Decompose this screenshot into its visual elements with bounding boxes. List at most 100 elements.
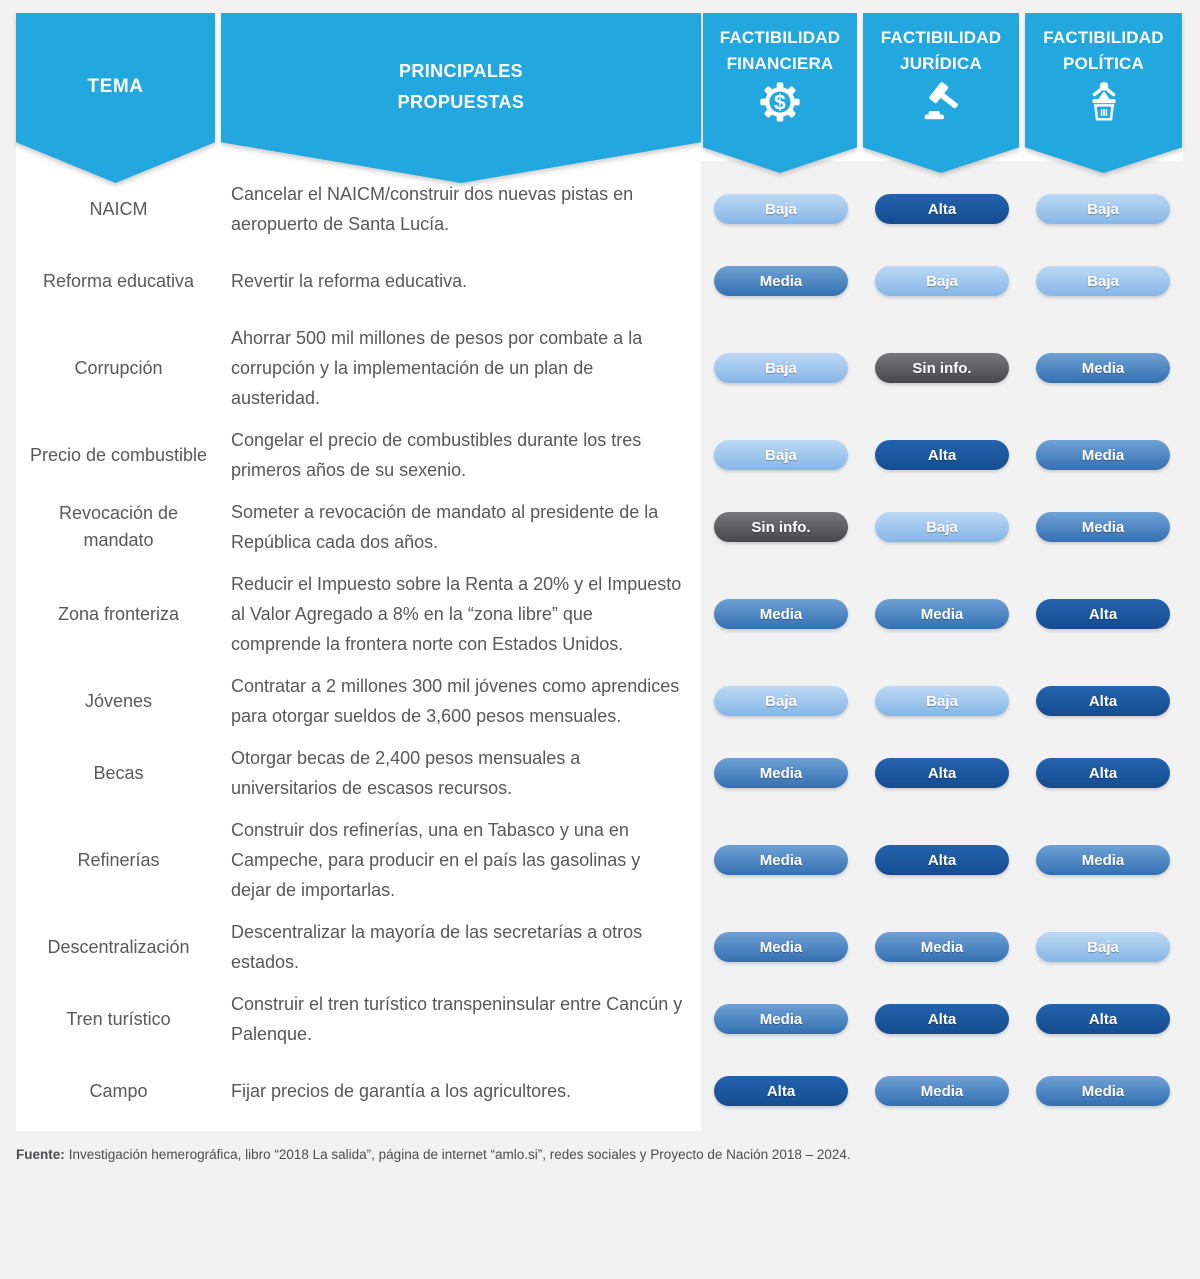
factibilidad-financiera-badge: Media — [714, 845, 848, 875]
tema-label: Campo — [89, 1080, 148, 1101]
tema-label: Revocación de mandato — [58, 503, 179, 550]
politica-cell: Alta — [1023, 1004, 1183, 1034]
propuesta-text: Contratar a 2 millones 300 mil jóvenes c… — [231, 676, 680, 726]
factibilidad-juridica-badge: Baja — [875, 266, 1009, 296]
financiera-cell: Media — [701, 599, 861, 629]
propuesta-text: Construir dos refinerías, una en Tabasco… — [231, 820, 641, 900]
table-body: NAICM Cancelar el NAICM/construir dos nu… — [16, 161, 1183, 1131]
table-row: Jóvenes Contratar a 2 millones 300 mil j… — [16, 665, 1183, 737]
table-row: Descentralización Descentralizar la mayo… — [16, 911, 1183, 983]
table-row: Becas Otorgar becas de 2,400 pesos mensu… — [16, 737, 1183, 809]
factibilidad-juridica-line2: JURÍDICA — [900, 54, 982, 73]
juridica-cell: Alta — [861, 758, 1023, 788]
tema-label: Zona fronteriza — [57, 603, 180, 624]
tema-label: Corrupción — [74, 357, 163, 378]
factibilidad-financiera-line2: FINANCIERA — [726, 54, 834, 73]
financiera-cell: Media — [701, 932, 861, 962]
table-row: Zona fronteriza Reducir el Impuesto sobr… — [16, 563, 1183, 665]
tema-label: Refinerías — [77, 849, 160, 870]
juridica-cell: Baja — [861, 686, 1023, 716]
factibilidad-financiera-badge: Baja — [714, 194, 848, 224]
propuesta-text: Descentralizar la mayoría de las secreta… — [231, 922, 643, 972]
politica-cell: Baja — [1023, 266, 1183, 296]
juridica-cell: Media — [861, 932, 1023, 962]
factibilidad-juridica-badge: Baja — [875, 686, 1009, 716]
financiera-cell: Baja — [701, 353, 861, 383]
table-row: Corrupción Ahorrar 500 mil millones de p… — [16, 317, 1183, 419]
politica-cell: Media — [1023, 1076, 1183, 1106]
politica-cell: Media — [1023, 440, 1183, 470]
propuesta-text: Reducir el Impuesto sobre la Renta a 20%… — [231, 574, 682, 654]
proposals-table: TEMA PRINCIPALES PROPUESTAS FACTIBILIDAD… — [16, 13, 1183, 1131]
factibilidad-juridica-line1: FACTIBILIDAD — [880, 28, 1002, 47]
tema-label: Precio de combustible — [29, 444, 208, 465]
tema-label: Jóvenes — [84, 690, 153, 711]
propuesta-text: Congelar el precio de combustibles duran… — [231, 430, 642, 480]
juridica-cell: Media — [861, 1076, 1023, 1106]
financiera-cell: Media — [701, 266, 861, 296]
factibilidad-politica-badge: Baja — [1036, 266, 1170, 296]
table-row: Tren turístico Construir el tren turísti… — [16, 983, 1183, 1055]
factibilidad-financiera-badge: Media — [714, 599, 848, 629]
table-row: Campo Fijar precios de garantía a los ag… — [16, 1055, 1183, 1127]
source-label: Fuente: — [16, 1147, 65, 1162]
financiera-cell: Sin info. — [701, 512, 861, 542]
tema-header-label: TEMA — [87, 76, 144, 97]
factibilidad-politica-badge: Media — [1036, 440, 1170, 470]
factibilidad-financiera-badge: Baja — [714, 440, 848, 470]
politica-cell: Alta — [1023, 686, 1183, 716]
politica-cell: Baja — [1023, 194, 1183, 224]
table-header: TEMA PRINCIPALES PROPUESTAS FACTIBILIDAD… — [16, 13, 1183, 183]
factibilidad-financiera-badge: Alta — [714, 1076, 848, 1106]
factibilidad-politica-badge: Media — [1036, 353, 1170, 383]
money-gear-icon: $ — [757, 79, 803, 133]
factibilidad-politica-line1: FACTIBILIDAD — [1043, 28, 1164, 47]
juridica-cell: Alta — [861, 440, 1023, 470]
politica-cell: Baja — [1023, 932, 1183, 962]
juridica-cell: Sin info. — [861, 353, 1023, 383]
factibilidad-politica-badge: Alta — [1036, 599, 1170, 629]
factibilidad-juridica-badge: Alta — [875, 440, 1009, 470]
factibilidad-politica-badge: Alta — [1036, 1004, 1170, 1034]
factibilidad-politica-line2: POLÍTICA — [1063, 54, 1144, 73]
financiera-cell: Media — [701, 845, 861, 875]
propuesta-text: Cancelar el NAICM/construir dos nuevas p… — [231, 184, 634, 234]
propuesta-text: Fijar precios de garantía a los agricult… — [231, 1081, 572, 1101]
table-row: Refinerías Construir dos refinerías, una… — [16, 809, 1183, 911]
factibilidad-politica-badge: Alta — [1036, 758, 1170, 788]
politica-cell: Media — [1023, 512, 1183, 542]
juridica-cell: Baja — [861, 266, 1023, 296]
propuesta-text: Otorgar becas de 2,400 pesos mensuales a… — [231, 748, 581, 798]
factibilidad-politica-badge: Media — [1036, 512, 1170, 542]
tema-label: Becas — [93, 762, 144, 783]
svg-text:$: $ — [774, 92, 786, 115]
financiera-cell: Media — [701, 1004, 861, 1034]
factibilidad-juridica-badge: Sin info. — [875, 353, 1009, 383]
factibilidad-juridica-badge: Alta — [875, 845, 1009, 875]
table-row: NAICM Cancelar el NAICM/construir dos nu… — [16, 173, 1183, 245]
column-header-tema: TEMA — [16, 13, 215, 183]
factibilidad-financiera-badge: Baja — [714, 353, 848, 383]
table-row: Reforma educativa Revertir la reforma ed… — [16, 245, 1183, 317]
factibilidad-juridica-badge: Alta — [875, 194, 1009, 224]
ballot-box-icon — [1081, 79, 1127, 133]
factibilidad-juridica-badge: Media — [875, 1076, 1009, 1106]
propuesta-text: Revertir la reforma educativa. — [231, 271, 468, 291]
factibilidad-politica-badge: Baja — [1036, 932, 1170, 962]
factibilidad-financiera-badge: Media — [714, 1004, 848, 1034]
factibilidad-politica-badge: Alta — [1036, 686, 1170, 716]
financiera-cell: Alta — [701, 1076, 861, 1106]
factibilidad-politica-badge: Baja — [1036, 194, 1170, 224]
factibilidad-financiera-badge: Media — [714, 932, 848, 962]
column-header-propuestas: PRINCIPALES PROPUESTAS — [221, 13, 701, 183]
factibilidad-juridica-badge: Baja — [875, 512, 1009, 542]
politica-cell: Media — [1023, 845, 1183, 875]
financiera-cell: Baja — [701, 686, 861, 716]
factibilidad-financiera-badge: Sin info. — [714, 512, 848, 542]
factibilidad-juridica-badge: Media — [875, 932, 1009, 962]
tema-label: Descentralización — [47, 936, 190, 957]
juridica-cell: Baja — [861, 512, 1023, 542]
propuestas-header-line2: PROPUESTAS — [397, 92, 525, 112]
factibilidad-juridica-badge: Media — [875, 599, 1009, 629]
column-header-factibilidad-juridica: FACTIBILIDAD JURÍDICA — [863, 13, 1019, 173]
